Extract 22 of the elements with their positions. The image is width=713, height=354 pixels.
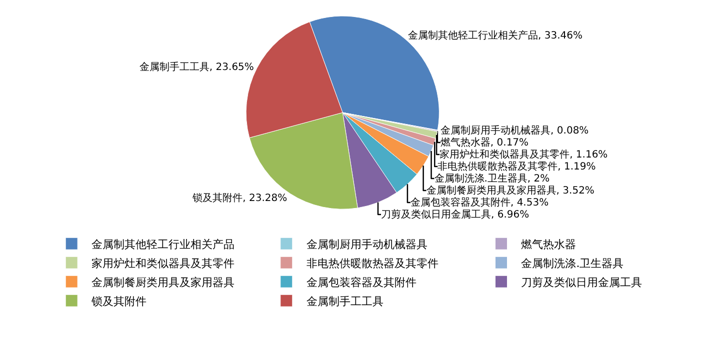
data-label: 家用炉灶和类似器具及其零件, 1.16% — [440, 148, 608, 161]
data-label: 金属制洗涤.卫生器具, 2% — [434, 172, 550, 185]
legend-label: 金属制餐厨类用具及家用器具 — [92, 276, 235, 289]
legend-label: 非电热供暖散热器及其零件 — [306, 256, 438, 270]
legend-label: 刀剪及类似日用金属工具 — [521, 276, 642, 289]
data-label: 金属制手工工具, 23.65% — [139, 60, 254, 73]
data-label: 金属包装容器及其附件, 4.53% — [410, 196, 549, 209]
legend-label: 金属包装容器及其附件 — [306, 276, 416, 289]
data-label: 金属制餐厨类用具及家用器具, 3.52% — [426, 184, 594, 197]
data-label: 燃气热水器, 0.17% — [440, 136, 529, 149]
data-label: 金属制其他轻工行业相关产品, 33.46% — [408, 29, 583, 42]
legend-label: 金属制洗涤.卫生器具 — [521, 256, 624, 270]
data-label: 刀剪及类似日用金属工具, 6.96% — [380, 208, 530, 221]
legend-label: 金属制手工工具 — [306, 294, 384, 308]
legend-label: 燃气热水器 — [521, 238, 576, 251]
legend-label: 金属制厨用手动机械器具 — [306, 238, 428, 251]
data-label: 锁及其附件, 23.28% — [192, 192, 288, 204]
legend-label: 家用炉灶和类似器具及其零件 — [92, 256, 235, 270]
data-label: 金属制厨用手动机械器具, 0.08% — [440, 124, 589, 137]
legend-label: 锁及其附件 — [90, 294, 147, 308]
legend-label: 金属制其他轻工行业相关产品 — [92, 238, 235, 251]
data-label: 非电热供暖散热器及其零件, 1.19% — [438, 160, 596, 173]
